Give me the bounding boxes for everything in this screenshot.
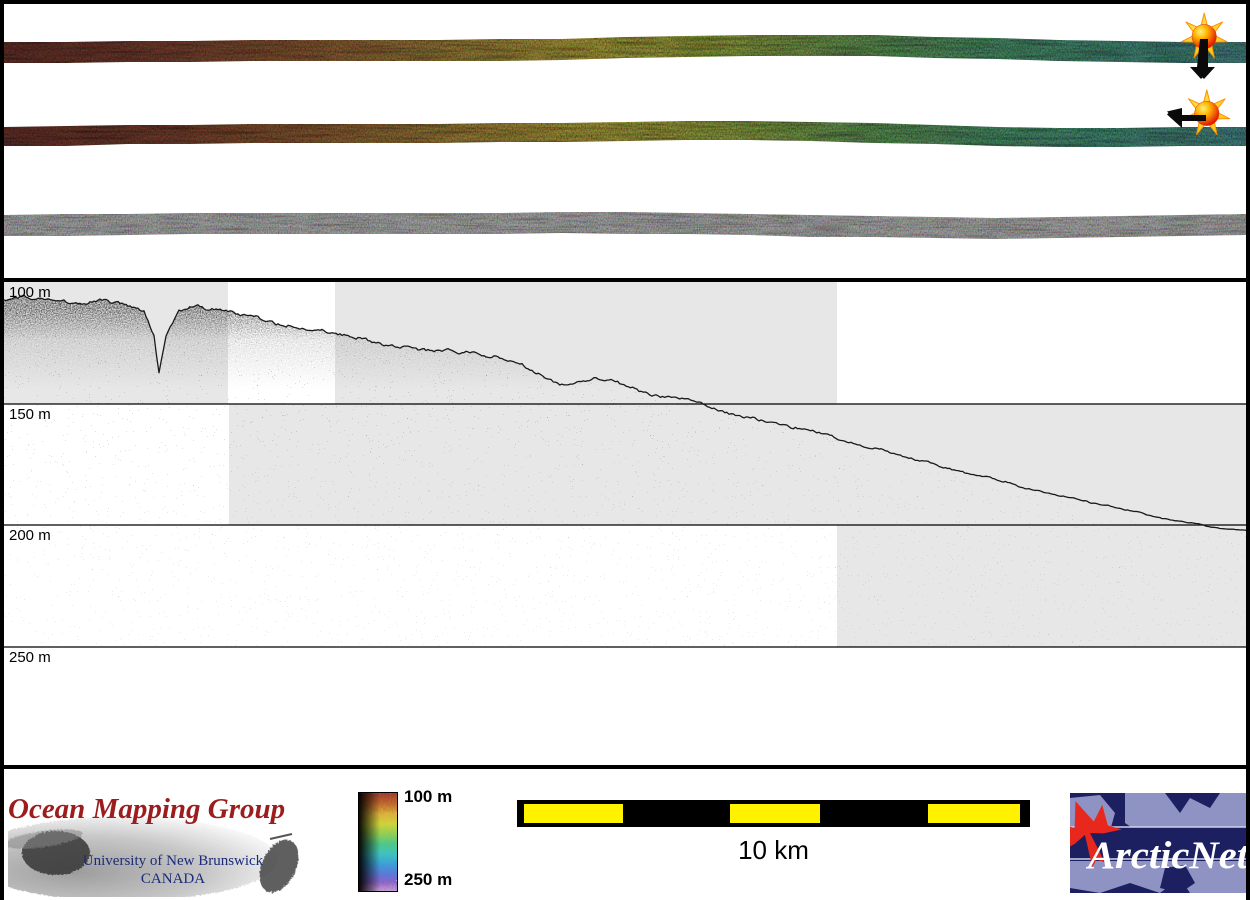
svg-text:CANADA: CANADA (141, 871, 205, 887)
svg-text:University of New Brunswick: University of New Brunswick (83, 853, 264, 869)
svg-text:ArcticNet: ArcticNet (1085, 834, 1246, 877)
